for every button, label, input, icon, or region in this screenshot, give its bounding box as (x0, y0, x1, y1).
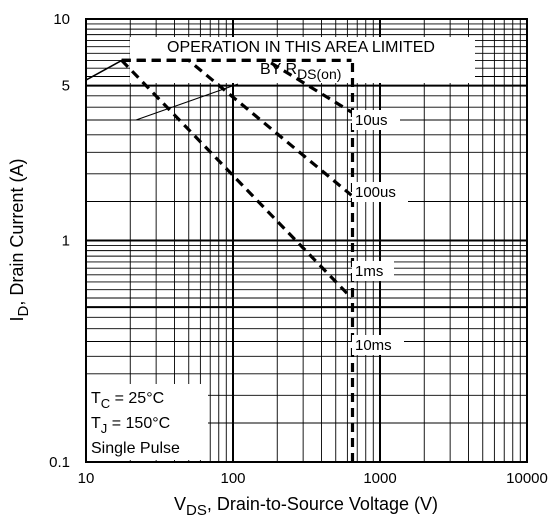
curve-label-100us: 100us (355, 184, 396, 201)
y-tick-label: 10 (53, 11, 70, 28)
x-tick-label: 100 (220, 470, 245, 487)
x-tick-label: 10 (78, 470, 95, 487)
y-tick-label: 1 (62, 233, 70, 250)
y-axis-label: ID, Drain Current (A) (7, 159, 32, 322)
condition-tj: TJ = 150°C (91, 415, 170, 436)
annotation-line-2: BY RDS(on) (260, 61, 341, 82)
condition-pulse: Single Pulse (91, 440, 180, 457)
label-bg-10us (352, 110, 400, 130)
x-axis-label: VDS, Drain-to-Source Voltage (V) (174, 494, 438, 519)
annotation-line-1: OPERATION IN THIS AREA LIMITED (167, 39, 435, 56)
series-line-10ms (120, 59, 353, 300)
x-tick-label: 10000 (506, 470, 548, 487)
plot-frame (85, 18, 528, 463)
tick-labels: 10 100 1000 10000 0.1 1 5 10 (49, 11, 548, 487)
series-line-1ms (121, 58, 353, 197)
rds-limit-line (85, 59, 123, 81)
curve-label-10ms: 10ms (355, 337, 392, 354)
label-bg-100us (352, 182, 408, 202)
y-tick-label: 0.1 (49, 454, 70, 471)
y-tick-label: 5 (62, 78, 70, 95)
annotation-leader-line (135, 83, 239, 121)
label-bg-1ms (352, 261, 394, 281)
conditions-background (87, 384, 208, 460)
condition-tc: TC = 25°C (91, 390, 164, 411)
x-tick-label: 1000 (363, 470, 396, 487)
label-bg-10ms (352, 335, 404, 355)
curve-label-10us: 10us (355, 112, 388, 129)
curve-label-1ms: 1ms (355, 263, 383, 280)
